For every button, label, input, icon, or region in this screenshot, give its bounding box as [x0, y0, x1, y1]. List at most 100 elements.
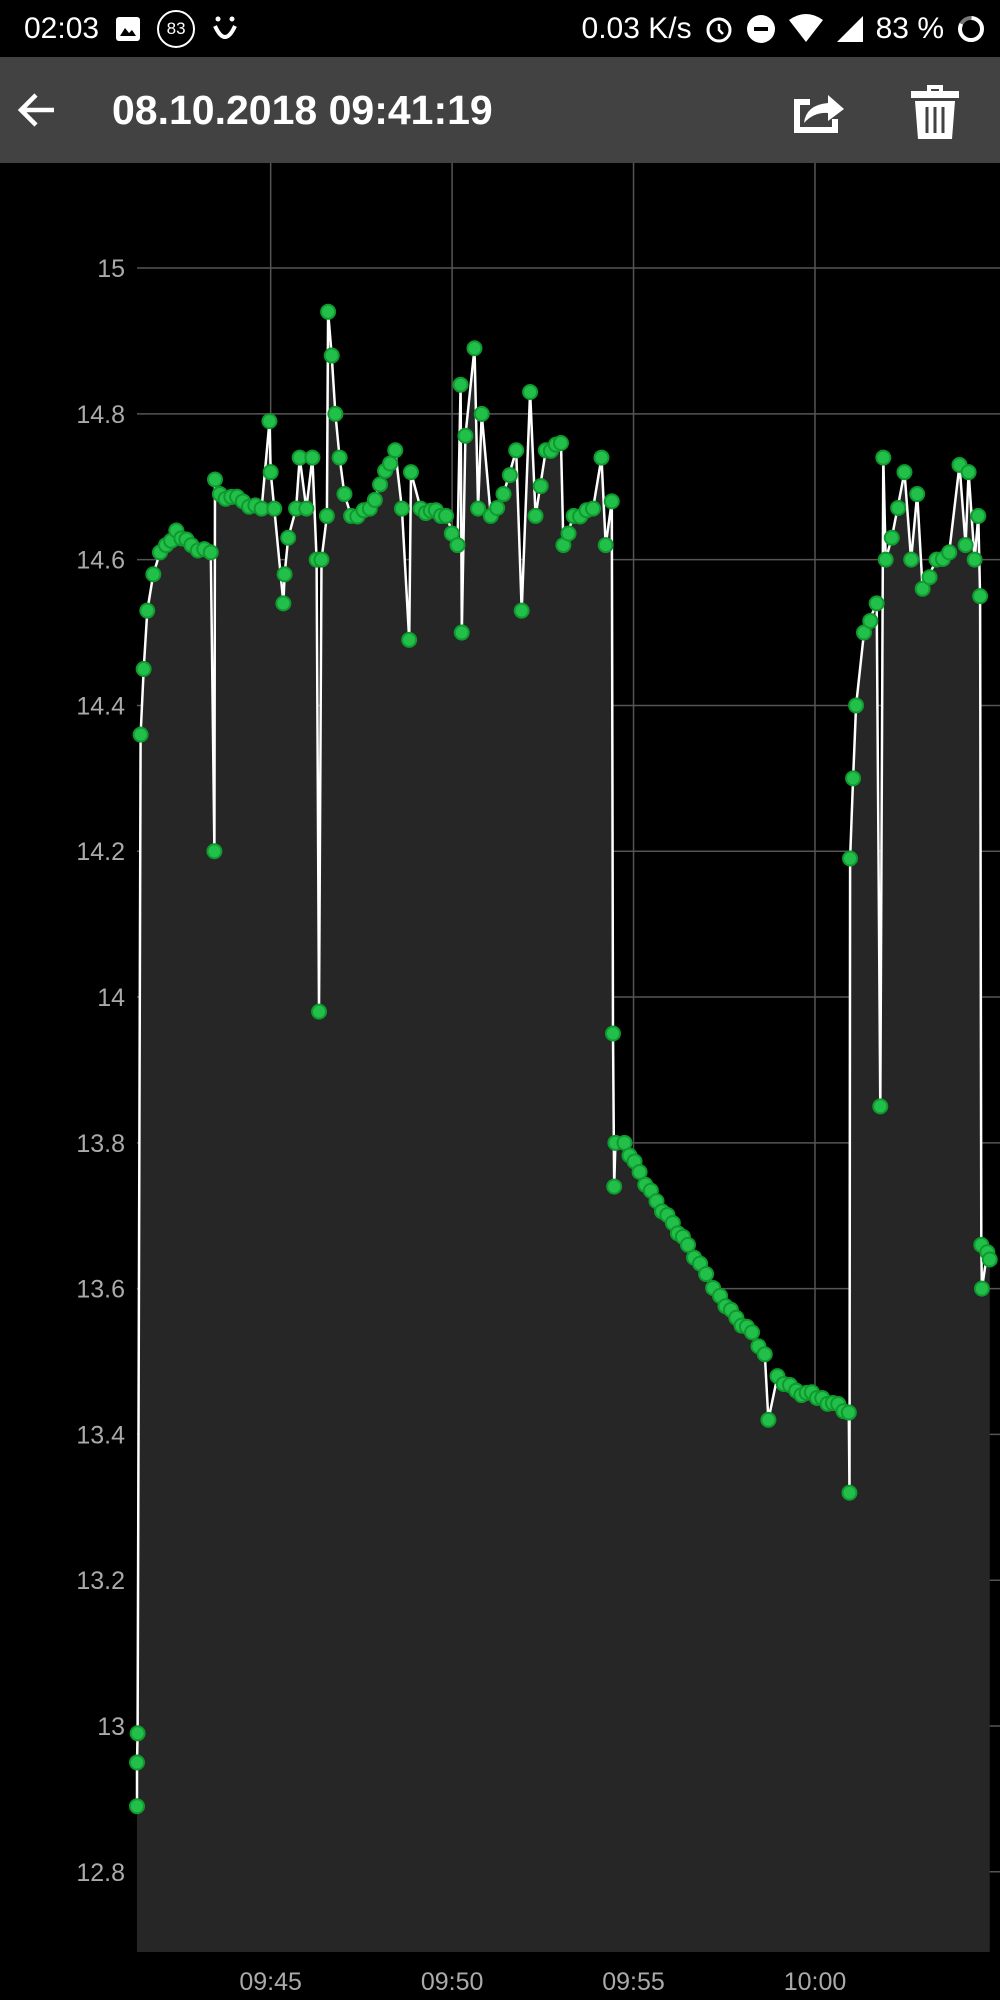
- data-point: [320, 303, 337, 320]
- y-tick-label: 13.2: [76, 1567, 125, 1595]
- data-point: [489, 499, 506, 516]
- data-point: [311, 1003, 328, 1020]
- data-point: [896, 464, 913, 481]
- data-point: [597, 537, 614, 554]
- data-point: [438, 507, 455, 524]
- trash-icon: [911, 85, 959, 139]
- app-toolbar: 08.10.2018 09:41:19: [0, 57, 1000, 163]
- y-tick-label: 15: [97, 255, 125, 283]
- smiley-icon: [211, 14, 239, 44]
- y-tick-label: 13.8: [76, 1130, 125, 1158]
- data-point: [981, 1251, 998, 1268]
- data-point: [372, 476, 389, 493]
- data-point: [527, 507, 544, 524]
- data-point: [366, 491, 383, 508]
- data-point: [603, 493, 620, 510]
- data-point: [331, 449, 348, 466]
- page-title: 08.10.2018 09:41:19: [112, 87, 493, 133]
- y-tick-label: 14.6: [76, 547, 125, 575]
- data-point: [868, 595, 885, 612]
- delete-button[interactable]: [905, 81, 965, 141]
- do-not-disturb-icon: [746, 14, 776, 44]
- data-point: [298, 500, 315, 517]
- arrow-left-icon: [17, 93, 54, 127]
- data-point: [470, 500, 487, 517]
- data-point: [129, 1798, 145, 1815]
- data-point: [145, 566, 162, 583]
- y-tick-label: 14.2: [76, 838, 125, 866]
- y-tick-label: 12.8: [76, 1859, 125, 1887]
- share-button[interactable]: [790, 85, 850, 135]
- data-point: [452, 376, 469, 393]
- image-icon: [115, 16, 141, 42]
- alarm-icon: [704, 14, 734, 44]
- data-point: [139, 602, 156, 619]
- y-tick-label: 14: [97, 984, 125, 1012]
- data-point: [508, 442, 525, 459]
- data-point: [903, 551, 920, 568]
- battery-ring-icon: [956, 14, 986, 44]
- data-point: [877, 551, 894, 568]
- data-point: [466, 340, 483, 357]
- data-point: [845, 770, 862, 787]
- data-point: [973, 1280, 990, 1297]
- data-point: [382, 455, 399, 472]
- data-point: [207, 471, 224, 488]
- data-point: [336, 486, 353, 503]
- wifi-icon: [788, 13, 824, 44]
- data-point: [957, 537, 974, 554]
- y-tick-label: 14.4: [76, 692, 125, 720]
- data-point: [862, 612, 879, 629]
- data-point: [593, 449, 610, 466]
- net-speed: 0.03 K/s: [581, 11, 692, 45]
- status-time: 02:03: [24, 11, 100, 45]
- data-point: [473, 405, 490, 422]
- data-point: [275, 595, 292, 612]
- data-point: [304, 449, 321, 466]
- area-fill: [137, 311, 990, 1952]
- data-point: [760, 1411, 777, 1428]
- data-point: [261, 413, 278, 430]
- data-point: [323, 347, 340, 364]
- data-point: [313, 551, 330, 568]
- data-point: [560, 525, 577, 542]
- battery-percent: 83 %: [875, 11, 944, 45]
- data-point: [280, 529, 297, 546]
- voltage-chart: 15 14.8 14.6 14.4 14.2 14 13.8 13.6 13.4 13.2 13 12…: [76, 163, 1000, 1996]
- data-point: [501, 467, 518, 484]
- data-point: [872, 1098, 889, 1115]
- data-point: [513, 602, 530, 619]
- data-point: [262, 464, 279, 481]
- data-point: [401, 631, 418, 648]
- status-bar: 02:03 83 0.03 K/s 83 %: [0, 0, 1000, 57]
- data-point: [402, 464, 419, 481]
- y-tick-label: 13: [97, 1713, 125, 1741]
- badge-83-icon: 83: [157, 9, 196, 48]
- data-point: [966, 551, 983, 568]
- y-tick-label: 13.4: [76, 1421, 125, 1449]
- data-point: [206, 843, 223, 860]
- x-tick-label: 10:00: [784, 1968, 847, 1996]
- data-point: [941, 544, 958, 561]
- data-point: [631, 1163, 648, 1180]
- data-point: [679, 1236, 696, 1253]
- data-point: [585, 500, 602, 517]
- data-point: [970, 507, 987, 524]
- signal-icon: [836, 14, 864, 44]
- data-point: [129, 1754, 145, 1771]
- data-point: [318, 507, 335, 524]
- data-point: [848, 697, 865, 714]
- data-point: [132, 726, 149, 743]
- y-tick-label: 14.8: [76, 401, 125, 429]
- data-point: [842, 850, 859, 867]
- data-point: [756, 1346, 773, 1363]
- x-tick-label: 09:50: [421, 1968, 484, 1996]
- x-tick-label: 09:45: [239, 1968, 302, 1996]
- data-point: [744, 1324, 761, 1341]
- data-point: [883, 529, 900, 546]
- back-button[interactable]: [14, 85, 64, 135]
- data-point: [606, 1178, 623, 1195]
- data-point: [266, 500, 283, 517]
- data-point: [972, 588, 989, 605]
- y-tick-label: 13.6: [76, 1276, 125, 1304]
